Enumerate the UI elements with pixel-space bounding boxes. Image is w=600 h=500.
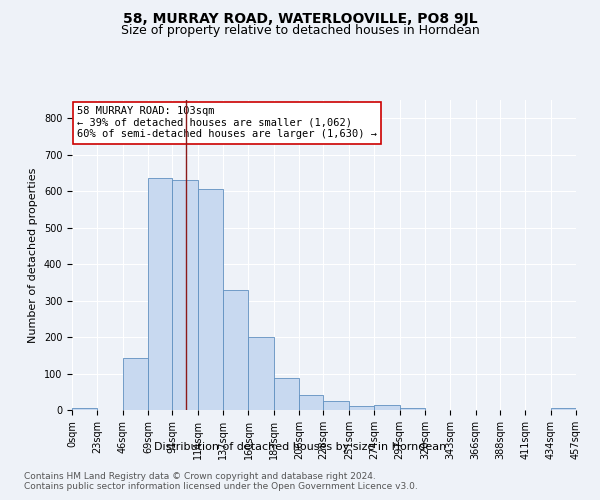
Bar <box>72 408 97 410</box>
Y-axis label: Number of detached properties: Number of detached properties <box>28 168 38 342</box>
Bar <box>248 337 274 410</box>
Text: 58 MURRAY ROAD: 103sqm
← 39% of detached houses are smaller (1,062)
60% of semi-: 58 MURRAY ROAD: 103sqm ← 39% of detached… <box>77 106 377 140</box>
Bar <box>400 408 425 410</box>
Bar <box>323 401 349 410</box>
Text: Size of property relative to detached houses in Horndean: Size of property relative to detached ho… <box>121 24 479 37</box>
Bar <box>299 394 323 410</box>
Bar <box>148 178 172 410</box>
Bar <box>551 408 576 410</box>
Text: Distribution of detached houses by size in Horndean: Distribution of detached houses by size … <box>154 442 446 452</box>
Bar <box>123 358 148 410</box>
Text: 58, MURRAY ROAD, WATERLOOVILLE, PO8 9JL: 58, MURRAY ROAD, WATERLOOVILLE, PO8 9JL <box>122 12 478 26</box>
Bar <box>223 290 248 410</box>
Text: Contains public sector information licensed under the Open Government Licence v3: Contains public sector information licen… <box>24 482 418 491</box>
Bar <box>172 180 198 410</box>
Bar <box>198 188 223 410</box>
Bar <box>274 378 299 410</box>
Text: Contains HM Land Registry data © Crown copyright and database right 2024.: Contains HM Land Registry data © Crown c… <box>24 472 376 481</box>
Bar <box>349 406 374 410</box>
Bar <box>374 406 400 410</box>
